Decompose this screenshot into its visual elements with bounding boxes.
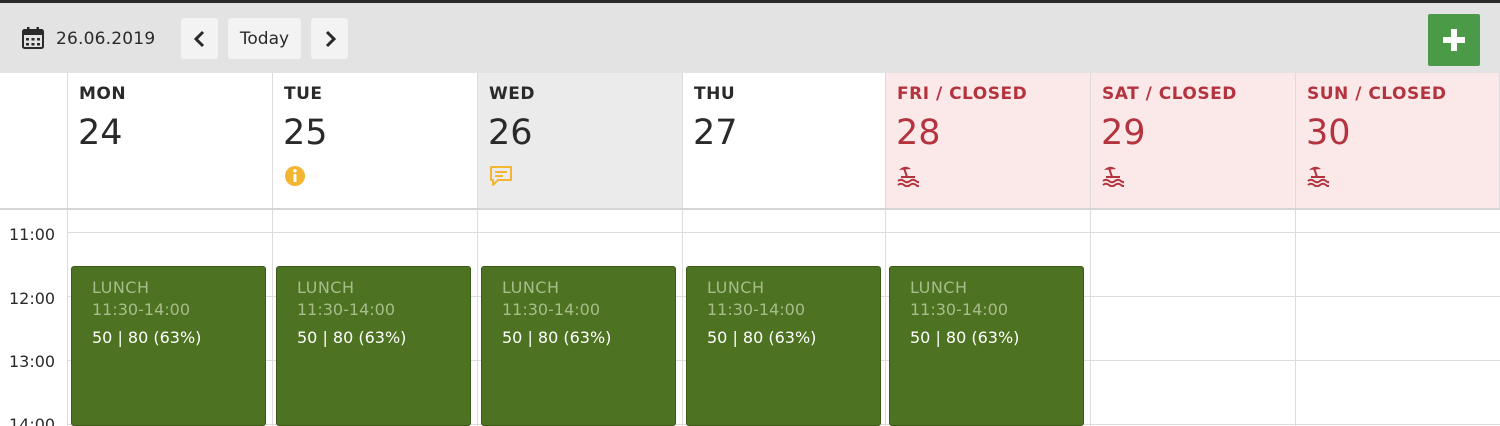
day-name: THU: [694, 84, 736, 104]
day-number: 26: [488, 113, 533, 153]
grid-hour-line: [68, 232, 1500, 233]
day-header-5[interactable]: SAT / CLOSED 29: [1091, 73, 1296, 208]
week-header: MON 24 TUE 25 WED 26 THU 27 FRI / CLOSED 28 SAT / …: [0, 73, 1500, 210]
day-name: SUN / CLOSED: [1307, 84, 1447, 104]
grid-column-line: [885, 210, 886, 426]
day-number: 28: [896, 113, 941, 153]
day-name: MON: [79, 84, 127, 104]
day-header-3[interactable]: THU 27: [683, 73, 886, 208]
day-header-6[interactable]: SUN / CLOSED 30: [1296, 73, 1500, 208]
add-event-button[interactable]: [1428, 14, 1480, 66]
event-title: LUNCH: [297, 278, 355, 297]
event-title: LUNCH: [910, 278, 968, 297]
day-header-1[interactable]: TUE 25: [273, 73, 478, 208]
event-time: 11:30-14:00: [502, 300, 600, 319]
event-title: LUNCH: [707, 278, 765, 297]
grid-column-line: [67, 210, 68, 426]
day-number: 30: [1306, 113, 1351, 153]
time-label: 12:00: [9, 289, 56, 308]
time-label: 11:00: [9, 225, 56, 244]
calendar-toolbar: 26.06.2019 Today: [0, 0, 1500, 73]
day-number: 25: [283, 113, 328, 153]
info-icon[interactable]: [284, 165, 306, 187]
grid-column-line: [1295, 210, 1296, 426]
event-capacity: 50 | 80 (63%): [910, 328, 1020, 347]
event-title: LUNCH: [92, 278, 150, 297]
event-capacity: 50 | 80 (63%): [707, 328, 817, 347]
event-card[interactable]: LUNCH 11:30-14:00 50 | 80 (63%): [481, 266, 676, 426]
day-name: FRI / CLOSED: [897, 84, 1028, 104]
header-corner: [0, 73, 68, 208]
day-number: 27: [693, 113, 738, 153]
current-date: 26.06.2019: [56, 29, 156, 49]
previous-week-button[interactable]: [181, 18, 218, 59]
next-week-button[interactable]: [311, 18, 348, 59]
day-name: TUE: [284, 84, 323, 104]
event-time: 11:30-14:00: [910, 300, 1008, 319]
chevron-left-icon: [193, 30, 204, 47]
chevron-right-icon: [325, 30, 336, 47]
event-title: LUNCH: [502, 278, 560, 297]
grid-column-line: [477, 210, 478, 426]
day-name: WED: [489, 84, 535, 104]
event-capacity: 50 | 80 (63%): [297, 328, 407, 347]
event-capacity: 50 | 80 (63%): [92, 328, 202, 347]
event-capacity: 50 | 80 (63%): [502, 328, 612, 347]
event-time: 11:30-14:00: [707, 300, 805, 319]
grid-column-line: [682, 210, 683, 426]
day-header-2[interactable]: WED 26: [478, 73, 683, 208]
event-time: 11:30-14:00: [92, 300, 190, 319]
time-grid: 11:00 12:00 13:00 14:00 LUNCH 11:30-14:00 50 …: [0, 210, 1500, 426]
beach-icon: [897, 165, 920, 188]
day-number: 24: [78, 113, 123, 153]
today-button[interactable]: Today: [228, 18, 301, 59]
comment-icon[interactable]: [489, 165, 512, 187]
beach-icon: [1307, 165, 1330, 188]
time-label: 14:00: [9, 415, 56, 426]
day-number: 29: [1101, 113, 1146, 153]
event-card[interactable]: LUNCH 11:30-14:00 50 | 80 (63%): [276, 266, 471, 426]
beach-icon: [1102, 165, 1125, 188]
event-card[interactable]: LUNCH 11:30-14:00 50 | 80 (63%): [889, 266, 1084, 426]
calendar-icon: [22, 27, 44, 49]
event-time: 11:30-14:00: [297, 300, 395, 319]
plus-icon: [1443, 29, 1465, 51]
day-name: SAT / CLOSED: [1102, 84, 1237, 104]
event-card[interactable]: LUNCH 11:30-14:00 50 | 80 (63%): [71, 266, 266, 426]
grid-column-line: [272, 210, 273, 426]
grid-column-line: [1090, 210, 1091, 426]
event-card[interactable]: LUNCH 11:30-14:00 50 | 80 (63%): [686, 266, 881, 426]
time-label: 13:00: [9, 352, 56, 371]
day-header-4[interactable]: FRI / CLOSED 28: [886, 73, 1091, 208]
day-header-0[interactable]: MON 24: [68, 73, 273, 208]
